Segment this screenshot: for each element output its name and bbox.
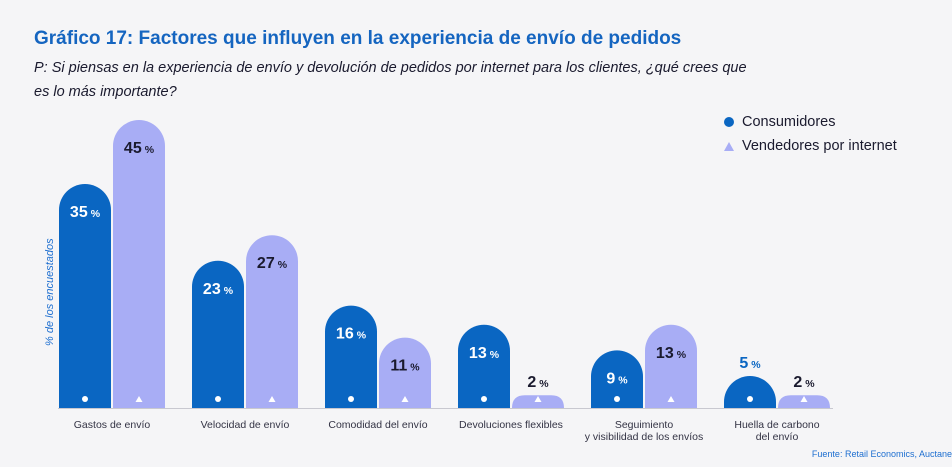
bar-circle-marker <box>747 396 753 402</box>
data-label: 13% <box>656 345 687 362</box>
bar-circle-marker <box>82 396 88 402</box>
data-label: 16% <box>336 326 367 343</box>
chart-question: P: Si piensas en la experiencia de envío… <box>34 60 747 100</box>
bar-consumers <box>192 260 244 408</box>
legend: Consumidores Vendedores por internet <box>724 110 897 158</box>
bar-circle-marker <box>481 396 487 402</box>
bar-triangle-marker <box>667 396 675 402</box>
bar-circle-marker <box>348 396 354 402</box>
legend-label-consumers: Consumidores <box>742 114 836 130</box>
bar-triangle-marker <box>135 396 143 402</box>
source-note: Fuente: Retail Economics, Auctane <box>811 449 952 459</box>
data-label: 13% <box>469 345 500 362</box>
bar-consumers <box>325 305 377 408</box>
bar-consumers <box>724 376 776 408</box>
bar-triangle-marker <box>534 396 542 402</box>
bar-consumers <box>591 350 643 408</box>
data-label: 45% <box>124 140 155 157</box>
bar-consumers <box>458 324 510 408</box>
data-label: 35% <box>70 204 101 221</box>
x-tick-label: Comodidad del envío <box>328 419 427 431</box>
bar-sellers <box>246 235 298 408</box>
circle-marker-icon <box>724 117 734 127</box>
data-label: 2% <box>793 374 815 391</box>
x-tick-label: Devoluciones flexibles <box>459 419 563 431</box>
legend-label-sellers: Vendedores por internet <box>742 138 897 154</box>
bar-circle-marker <box>614 396 620 402</box>
bar-circle-marker <box>215 396 221 402</box>
bar-sellers <box>379 337 431 408</box>
x-tick-label: Velocidad de envío <box>201 419 290 431</box>
data-label: 11% <box>390 358 420 375</box>
bar-triangle-marker <box>401 396 409 402</box>
triangle-marker-icon <box>724 141 734 151</box>
chart-title: Gráfico 17: Factores que influyen en la … <box>34 28 682 49</box>
data-label: 5% <box>739 355 761 372</box>
data-label: 9% <box>606 370 628 387</box>
data-label: 2% <box>527 374 549 391</box>
legend-item-consumers: Consumidores <box>724 110 897 134</box>
bar-sellers <box>645 324 697 408</box>
bar-consumers <box>59 184 111 408</box>
bar-triangle-marker <box>800 396 808 402</box>
x-tick-label: Huella de carbono del envío <box>734 419 819 443</box>
legend-item-sellers: Vendedores por internet <box>724 134 897 158</box>
bar-triangle-marker <box>268 396 276 402</box>
x-tick-label: Seguimiento y visibilidad de los envíos <box>585 419 703 443</box>
x-tick-label: Gastos de envío <box>74 419 151 431</box>
bar-sellers <box>113 120 165 408</box>
data-label: 23% <box>203 281 234 298</box>
data-label: 27% <box>257 255 288 272</box>
